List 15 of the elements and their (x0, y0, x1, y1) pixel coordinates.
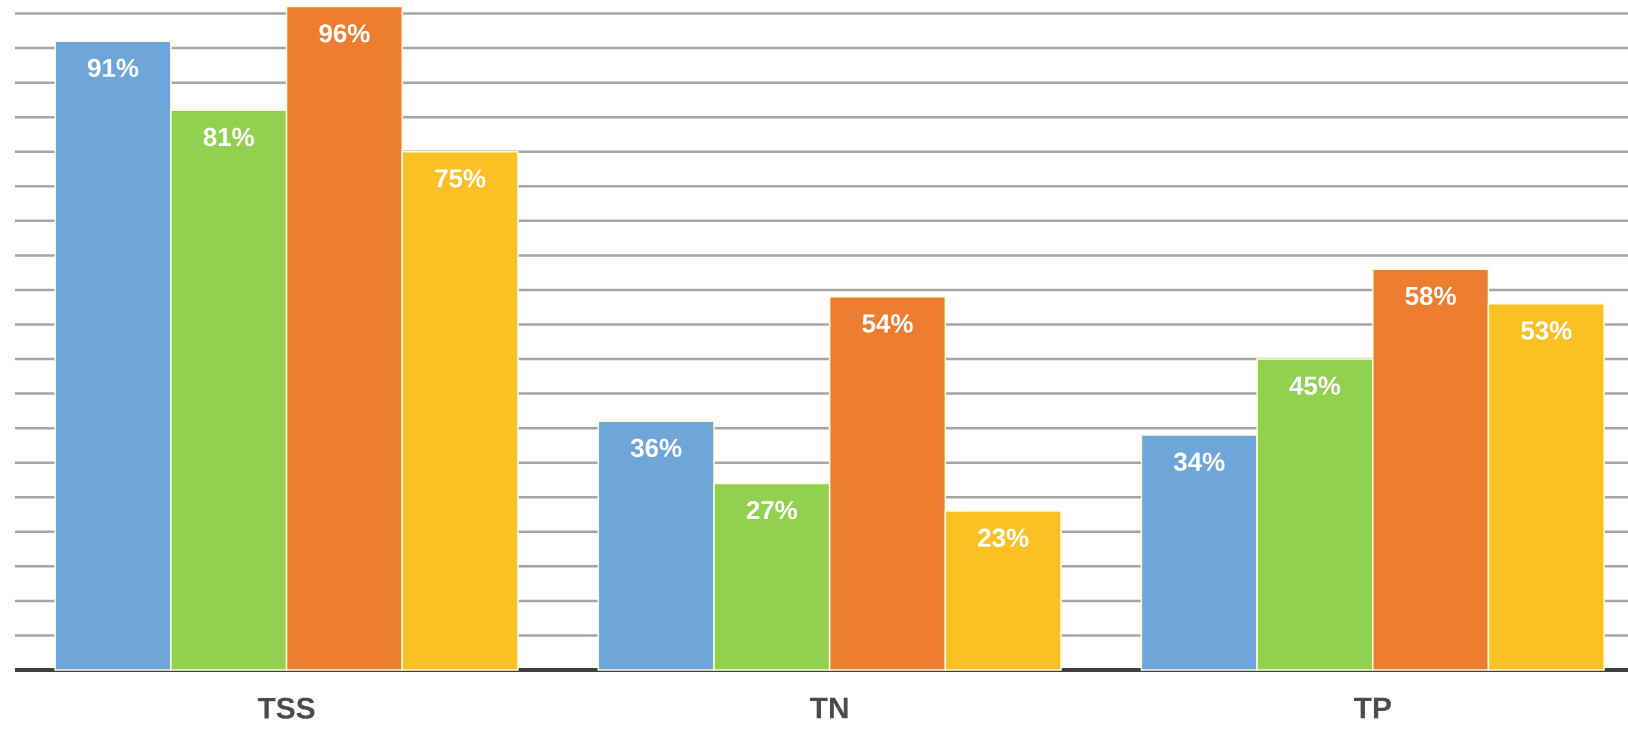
x-tick-label: TP (1354, 697, 1391, 719)
data-label: 36% (630, 438, 682, 458)
x-tick-label: TN (810, 697, 848, 719)
data-label: 81% (203, 127, 254, 147)
data-label: 96% (319, 24, 370, 43)
data-label: 54% (862, 314, 913, 333)
data-label: 75% (435, 169, 486, 188)
data-label: 27% (746, 500, 798, 520)
data-label: 91% (88, 58, 139, 78)
data-label: 58% (1405, 286, 1456, 306)
data-label: 23% (978, 528, 1029, 547)
data-label: 53% (1521, 321, 1572, 340)
data-label: 34% (1173, 452, 1225, 471)
x-tick-label: TSS (257, 697, 315, 719)
data-label: 45% (1289, 376, 1341, 395)
